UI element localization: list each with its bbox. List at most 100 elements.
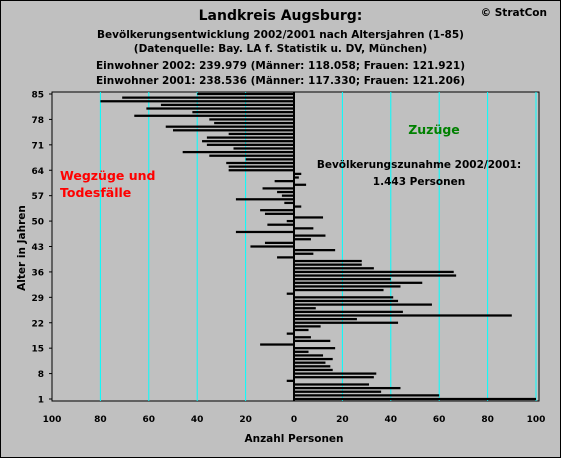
bar-age-33 — [294, 281, 423, 284]
bar-age-82 — [160, 103, 294, 107]
bar-age-76 — [165, 125, 294, 128]
bar-age-42 — [294, 249, 336, 252]
bar-age-54 — [294, 205, 302, 208]
bar-age-57 — [281, 194, 294, 197]
y-axis-label: Alter in Jahren — [16, 205, 28, 291]
bar-age-27 — [294, 303, 432, 306]
bar-age-30 — [286, 292, 294, 295]
bar-age-36 — [294, 270, 454, 274]
x-tick-label: 100 — [43, 415, 62, 425]
bar-age-62 — [294, 176, 299, 179]
population-2002-line: Einwohner 2002: 239.979 (Männer: 118.058… — [95, 60, 466, 72]
bar-age-77 — [214, 121, 294, 125]
bar-age-15 — [294, 347, 336, 350]
bar-age-13 — [294, 354, 324, 357]
y-tick-label: 15 — [31, 345, 44, 355]
x-tick-label: 20 — [239, 415, 252, 425]
bar-age-38 — [294, 263, 362, 266]
bar-age-24 — [294, 314, 512, 317]
x-axis-ticks: 100 80 60 40 20 0 20 40 60 80 100 — [43, 415, 546, 425]
bar-age-5 — [294, 383, 370, 386]
x-tick-label: 80 — [94, 415, 107, 425]
bar-age-75 — [173, 129, 294, 132]
grid-lines — [99, 92, 537, 401]
bar-age-17 — [294, 339, 331, 343]
chart-subtitle: Bevölkerungsentwicklung 2002/2001 nach A… — [97, 29, 464, 41]
bar-age-43 — [250, 245, 294, 248]
bar-age-18 — [294, 336, 311, 339]
bar-age-4 — [294, 386, 401, 390]
x-tick-label: 60 — [143, 415, 156, 425]
bar-age-56 — [235, 198, 294, 201]
bar-age-50 — [286, 219, 294, 223]
bar-age-73 — [206, 136, 294, 139]
bar-age-12 — [294, 357, 333, 361]
y-tick-label: 57 — [31, 192, 44, 202]
data-source-note: (Datenquelle: Bay. LA f. Statistik u. DV… — [133, 43, 428, 55]
bar-age-80 — [192, 111, 294, 114]
bar-age-52 — [264, 212, 294, 215]
bar-age-28 — [294, 299, 399, 303]
bar-age-31 — [294, 288, 384, 292]
bar-age-40 — [277, 256, 294, 259]
annotation-outflow-line-1: Wegzüge und — [60, 168, 155, 183]
bar-age-58 — [277, 190, 294, 194]
bar-age-60 — [294, 183, 307, 186]
y-tick-label: 22 — [31, 319, 44, 329]
bar-age-16 — [260, 343, 294, 346]
bar-age-10 — [294, 365, 331, 368]
y-tick-label: 64 — [31, 167, 44, 177]
bar-age-20 — [294, 328, 309, 332]
bar-age-59 — [262, 187, 294, 190]
bar-age-65 — [228, 165, 294, 168]
y-tick-label: 71 — [31, 141, 44, 151]
x-tick-label: 0 — [291, 415, 297, 425]
bar-age-61 — [274, 180, 294, 183]
bar-age-68 — [209, 154, 294, 157]
bar-age-84 — [122, 96, 295, 99]
bar-age-69 — [182, 150, 294, 154]
bar-age-9 — [294, 368, 333, 372]
bar-age-44 — [264, 241, 294, 244]
y-tick-label: 78 — [31, 116, 44, 126]
bar-age-14 — [294, 350, 309, 353]
bar-age-11 — [294, 361, 326, 364]
bar-age-49 — [267, 223, 294, 226]
x-tick-label: 40 — [385, 415, 398, 425]
bar-age-67 — [245, 158, 294, 161]
bar-age-3 — [294, 390, 382, 393]
bar-age-71 — [206, 143, 294, 146]
bar-age-85 — [197, 92, 294, 96]
population-2001-line: Einwohner 2001: 238.536 (Männer: 117.330… — [95, 75, 466, 87]
annotation-increase-line-2: 1.443 Personen — [373, 176, 465, 188]
bar-age-64 — [228, 169, 294, 172]
bar-age-8 — [294, 372, 377, 375]
bar-age-46 — [294, 234, 326, 237]
bar-age-72 — [202, 140, 294, 143]
bar-age-23 — [294, 317, 357, 321]
bar-age-35 — [294, 274, 457, 277]
bar-age-39 — [294, 259, 362, 263]
y-tick-label: 1 — [38, 396, 44, 406]
bar-series — [100, 92, 536, 401]
bar-age-25 — [294, 310, 403, 313]
bar-age-78 — [209, 118, 294, 121]
bar-age-2 — [294, 394, 440, 397]
bar-age-32 — [294, 285, 401, 288]
annotation-increase-line-1: Bevölkerungszunahme 2002/2001: — [317, 159, 521, 171]
annotation-inflow: Zuzüge — [408, 122, 460, 137]
x-tick-label: 100 — [527, 415, 546, 425]
x-axis-label: Anzahl Personen — [244, 433, 343, 445]
y-tick-label: 50 — [31, 218, 44, 228]
y-tick-label: 29 — [31, 294, 44, 304]
y-tick-label: 36 — [31, 268, 44, 278]
x-tick-label: 40 — [191, 415, 204, 425]
bar-age-41 — [294, 252, 314, 255]
bar-age-66 — [226, 161, 294, 165]
bar-age-19 — [286, 332, 294, 335]
y-tick-label: 85 — [31, 91, 44, 101]
bar-age-53 — [260, 209, 294, 212]
bar-age-7 — [294, 376, 374, 379]
bar-age-6 — [286, 379, 294, 382]
